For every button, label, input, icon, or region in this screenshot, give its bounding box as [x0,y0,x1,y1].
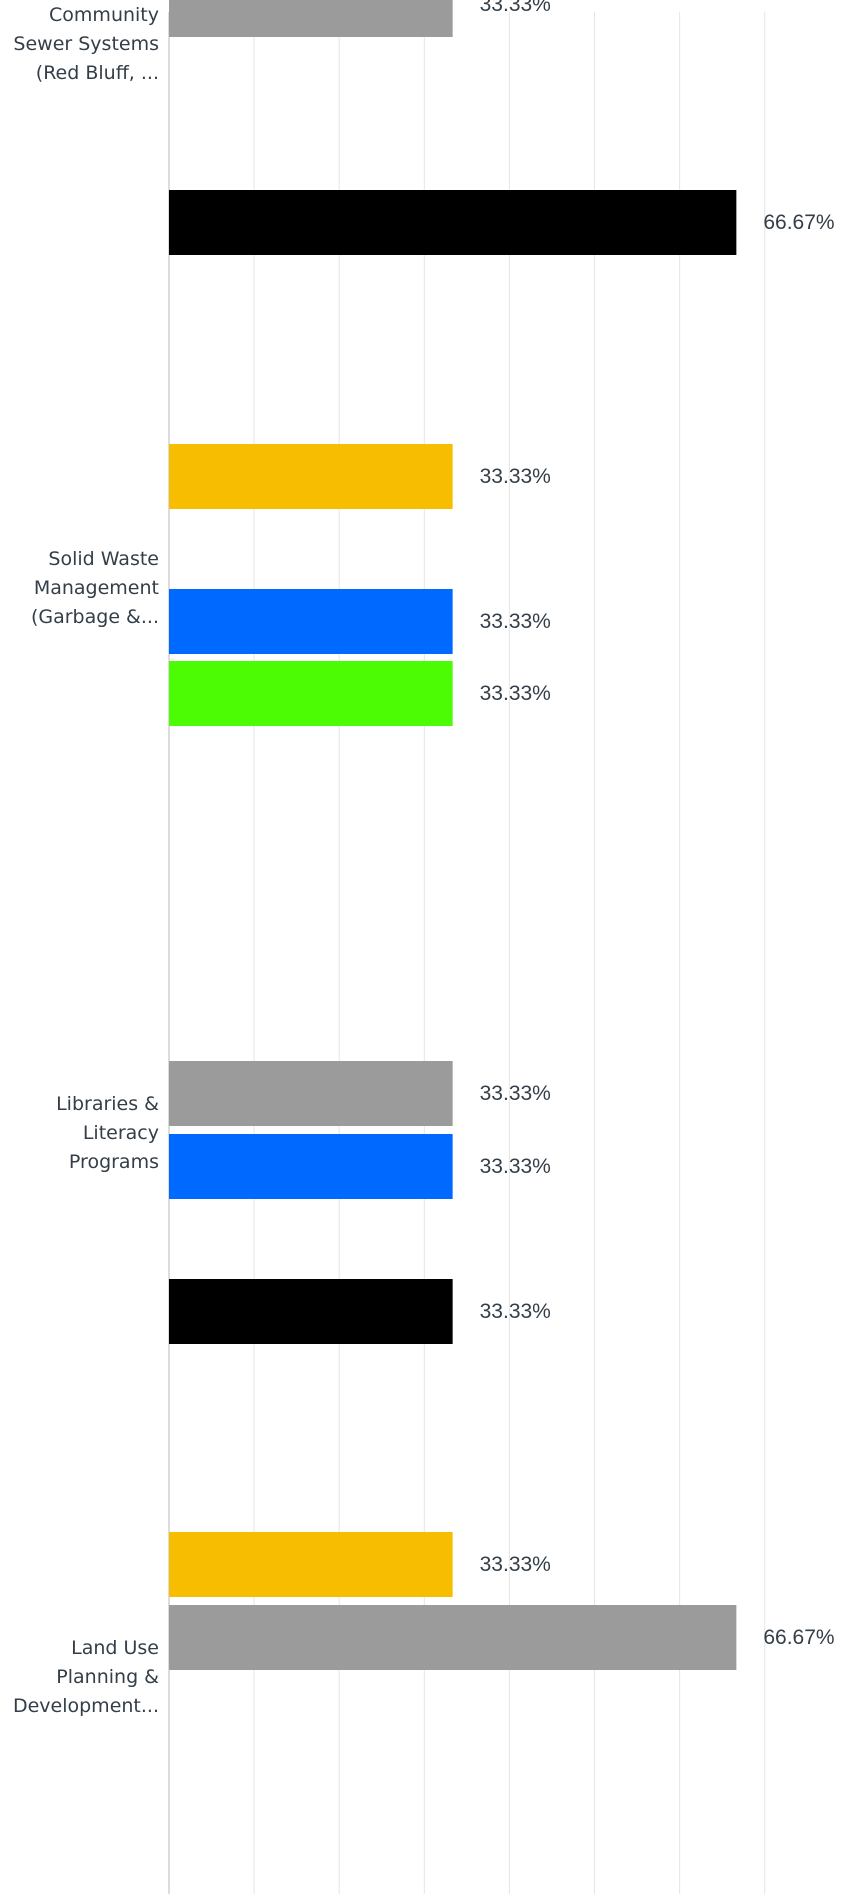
bar [169,1279,453,1344]
value-labels: 33.33% 66.67% 33.33% 33.33% 33.33% 33.33% 33.3… [480,0,835,1649]
bar [169,0,453,37]
category-label: Literacy [83,1122,159,1144]
data-label: 33.33% [480,682,551,705]
bar [169,190,737,255]
data-label: 33.33% [480,610,551,633]
bars [169,0,737,1670]
bar [169,661,453,726]
bar [169,1134,453,1199]
category-label: Planning & [56,1666,159,1688]
category-label: Land Use [71,1637,159,1659]
grid-lines [168,12,766,1894]
category-label: (Red Bluff, ... [36,62,159,84]
data-label: 33.33% [480,1300,551,1323]
category-label: (Garbage &... [31,606,159,628]
category-label: Development... [13,1695,159,1717]
data-label: 33.33% [480,465,551,488]
data-label: 33.33% [480,0,551,16]
bar [169,1061,453,1126]
bar [169,1605,737,1670]
bar [169,444,453,509]
bar [169,1532,453,1597]
category-label: Solid Waste [48,548,159,570]
category-label: Management [34,577,159,599]
category-label: Programs [69,1151,159,1173]
category-label: Sewer Systems [13,33,159,55]
category-label: Libraries & [56,1093,159,1115]
category-labels: Community Sewer Systems (Red Bluff, ... Sol… [13,4,159,1717]
data-label: 66.67% [763,211,834,234]
category-label: Community [49,4,159,26]
bar [169,589,453,654]
data-label: 66.67% [763,1626,834,1649]
data-label: 33.33% [480,1553,551,1576]
data-label: 33.33% [480,1155,551,1178]
data-label: 33.33% [480,1082,551,1105]
